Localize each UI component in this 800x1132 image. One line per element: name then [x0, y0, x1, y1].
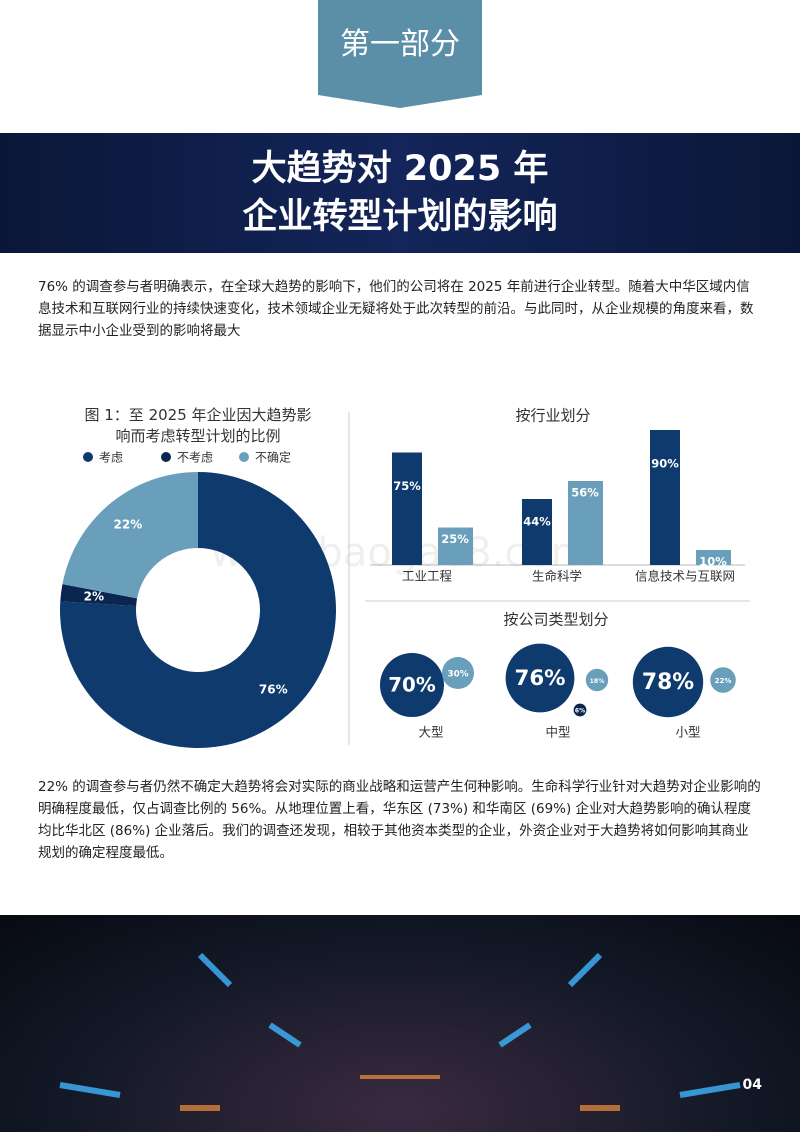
- footer-image: [0, 915, 800, 1132]
- data-label: 25%: [441, 532, 469, 546]
- legend-label: 不确定: [255, 450, 291, 465]
- footer-lights: [59, 952, 741, 1111]
- bubble: [573, 703, 587, 717]
- bar: [438, 527, 473, 565]
- category-label: 生命科学: [532, 569, 582, 584]
- data-label: 10%: [699, 555, 727, 569]
- data-label: 30%: [447, 670, 468, 680]
- data-label: 6%: [575, 708, 585, 715]
- intro: 76% 的调查参与者明确表示，在全球大趋势的影响下，他们的公司将在 2025 年…: [38, 279, 754, 339]
- category-label: 工业工程: [402, 569, 453, 584]
- donut-slice: [62, 472, 198, 599]
- legend-dot: [83, 452, 93, 462]
- category-label: 大型: [418, 725, 443, 740]
- page-number: 04: [742, 1077, 762, 1093]
- bubble: [710, 667, 736, 693]
- data-label: 75%: [393, 479, 421, 493]
- bar: [696, 550, 731, 565]
- bubble: [380, 653, 444, 717]
- bubble: [505, 643, 575, 713]
- donut-slice: [60, 472, 337, 748]
- section-tab: 第一部分: [318, 0, 482, 108]
- bubble: [632, 646, 704, 718]
- bar: [522, 499, 552, 565]
- title-banner: 大趋势对 2025 年 企业转型计划的影响: [0, 133, 800, 253]
- legend-dot: [161, 452, 171, 462]
- data-label: 76%: [259, 683, 288, 697]
- data-label: 56%: [571, 486, 599, 500]
- chart-title: 按行业划分: [515, 407, 590, 425]
- data-label: 90%: [651, 457, 679, 471]
- legend-label: 不考虑: [177, 451, 213, 465]
- chart-title: 图 1：至 2025 年企业因大趋势影响而考虑转型计划的比例: [84, 406, 312, 445]
- category-label: 信息技术与互联网: [635, 569, 735, 584]
- data-label: 44%: [523, 515, 551, 529]
- bar: [392, 452, 422, 565]
- legend-label: 考虑: [99, 451, 123, 465]
- data-label: 76%: [514, 666, 565, 691]
- title-line: 企业转型计划的影响: [242, 197, 558, 237]
- data-label: 22%: [715, 676, 732, 685]
- bar: [650, 430, 680, 565]
- category-label: 中型: [545, 725, 570, 740]
- body-text: 22% 的调查参与者仍然不确定大趋势将会对实际的商业战略和运营产生何种影响。生命…: [38, 779, 761, 861]
- data-label: 70%: [388, 674, 436, 697]
- bubble: [585, 668, 609, 692]
- bubble: [442, 657, 474, 689]
- chart-title: 按公司类型划分: [503, 611, 608, 629]
- title-line: 大趋势对 2025 年: [251, 149, 549, 189]
- legend-dot: [239, 452, 249, 462]
- bar: [568, 481, 603, 565]
- category-label: 小型: [675, 725, 700, 740]
- data-label: 22%: [114, 518, 143, 532]
- data-label: 2%: [84, 589, 104, 603]
- data-label: 18%: [590, 678, 605, 685]
- donut-slice: [60, 584, 138, 607]
- data-label: 78%: [642, 670, 694, 695]
